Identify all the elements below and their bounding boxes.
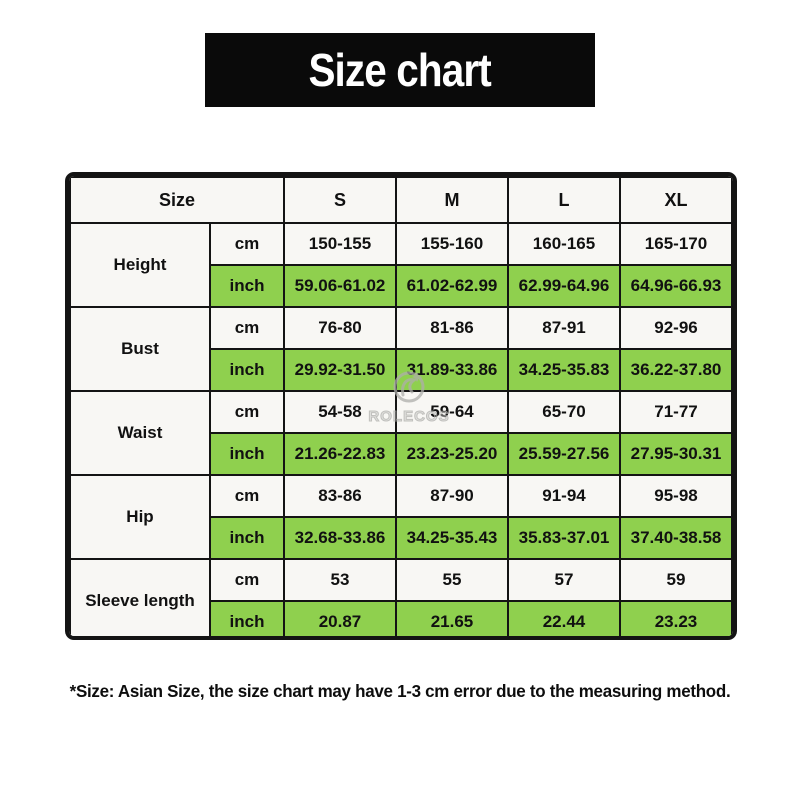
cell-sleeve-length-inch-xl: 23.23 xyxy=(619,600,733,636)
cell-waist-inch-l: 25.59-27.56 xyxy=(507,432,621,476)
unit-inch-label: inch xyxy=(209,348,285,392)
measurement-label-sleeve-length: Sleeve length xyxy=(69,558,211,636)
cell-hip-inch-l: 35.83-37.01 xyxy=(507,516,621,560)
cell-hip-inch-s: 32.68-33.86 xyxy=(283,516,397,560)
cell-sleeve-length-cm-xl: 59 xyxy=(619,558,733,602)
cell-hip-inch-m: 34.25-35.43 xyxy=(395,516,509,560)
cell-bust-inch-l: 34.25-35.83 xyxy=(507,348,621,392)
cell-bust-cm-l: 87-91 xyxy=(507,306,621,350)
measurement-label-hip: Hip xyxy=(69,474,211,560)
unit-cm-label: cm xyxy=(209,306,285,350)
cell-sleeve-length-cm-s: 53 xyxy=(283,558,397,602)
measurement-label-height: Height xyxy=(69,222,211,308)
cell-bust-cm-m: 81-86 xyxy=(395,306,509,350)
size-table-head: Size S M L XL xyxy=(69,176,733,224)
cell-height-inch-m: 61.02-62.99 xyxy=(395,264,509,308)
unit-cm-label: cm xyxy=(209,222,285,266)
measurement-label-bust: Bust xyxy=(69,306,211,392)
row-hip-inch: inch 32.68-33.86 34.25-35.43 35.83-37.01 37.… xyxy=(70,516,733,560)
cell-height-inch-l: 62.99-64.96 xyxy=(507,264,621,308)
unit-inch-label: inch xyxy=(209,432,285,476)
cell-waist-inch-s: 21.26-22.83 xyxy=(283,432,397,476)
row-height-inch: inch 59.06-61.02 61.02-62.99 62.99-64.96 64.… xyxy=(70,264,733,308)
unit-cm-label: cm xyxy=(209,474,285,518)
cell-waist-cm-l: 65-70 xyxy=(507,390,621,434)
row-sleeve-length-cm: Sleeve length cm 53 55 57 59 xyxy=(69,558,733,636)
cell-height-cm-m: 155-160 xyxy=(395,222,509,266)
page-title: Size chart xyxy=(308,44,492,96)
row-waist-inch: inch 21.26-22.83 23.23-25.20 25.59-27.56 27.… xyxy=(70,432,733,476)
cell-height-cm-xl: 165-170 xyxy=(619,222,733,266)
header-size-m: M xyxy=(395,176,509,224)
size-table-container: Size S M L XL Height cm 150-155 155-160 160-165 1… xyxy=(65,172,737,640)
cell-hip-cm-xl: 95-98 xyxy=(619,474,733,518)
unit-cm-label: cm xyxy=(209,558,285,602)
cell-height-inch-xl: 64.96-66.93 xyxy=(619,264,733,308)
unit-inch-label: inch xyxy=(209,264,285,308)
unit-inch-label: inch xyxy=(209,516,285,560)
cell-bust-inch-m: 31.89-33.86 xyxy=(395,348,509,392)
header-size-l: L xyxy=(507,176,621,224)
cell-waist-cm-s: 54-58 xyxy=(283,390,397,434)
header-size-s: S xyxy=(283,176,397,224)
cell-sleeve-length-inch-s: 20.87 xyxy=(283,600,397,636)
row-height-cm: Height cm 150-155 155-160 160-165 165-170 xyxy=(69,222,733,308)
title-banner: Size chart xyxy=(205,33,595,107)
row-bust-cm: Bust cm 76-80 81-86 87-91 92-96 xyxy=(69,306,733,392)
cell-bust-inch-s: 29.92-31.50 xyxy=(283,348,397,392)
row-waist-cm: Waist cm 54-58 59-64 65-70 71-77 xyxy=(69,390,733,476)
cell-hip-cm-l: 91-94 xyxy=(507,474,621,518)
cell-bust-cm-xl: 92-96 xyxy=(619,306,733,350)
cell-sleeve-length-inch-l: 22.44 xyxy=(507,600,621,636)
cell-bust-inch-xl: 36.22-37.80 xyxy=(619,348,733,392)
cell-sleeve-length-cm-m: 55 xyxy=(395,558,509,602)
row-hip-cm: Hip cm 83-86 87-90 91-94 95-98 xyxy=(69,474,733,560)
header-size-label: Size xyxy=(69,176,285,224)
cell-waist-inch-m: 23.23-25.20 xyxy=(395,432,509,476)
cell-waist-cm-m: 59-64 xyxy=(395,390,509,434)
unit-cm-label: cm xyxy=(209,390,285,434)
size-table-body: Height cm 150-155 155-160 160-165 165-170 inch… xyxy=(69,222,733,636)
header-size-xl: XL xyxy=(619,176,733,224)
cell-bust-cm-s: 76-80 xyxy=(283,306,397,350)
cell-height-cm-s: 150-155 xyxy=(283,222,397,266)
cell-hip-cm-m: 87-90 xyxy=(395,474,509,518)
unit-inch-label: inch xyxy=(209,600,285,636)
cell-hip-inch-xl: 37.40-38.58 xyxy=(619,516,733,560)
size-footnote: *Size: Asian Size, the size chart may ha… xyxy=(69,681,731,701)
cell-height-cm-l: 160-165 xyxy=(507,222,621,266)
cell-waist-cm-xl: 71-77 xyxy=(619,390,733,434)
cell-sleeve-length-cm-l: 57 xyxy=(507,558,621,602)
measurement-label-waist: Waist xyxy=(69,390,211,476)
cell-waist-inch-xl: 27.95-30.31 xyxy=(619,432,733,476)
cell-hip-cm-s: 83-86 xyxy=(283,474,397,518)
header-row: Size S M L XL xyxy=(69,176,733,224)
row-sleeve-length-inch: inch 20.87 21.65 22.44 23.23 xyxy=(70,600,733,636)
cell-sleeve-length-inch-m: 21.65 xyxy=(395,600,509,636)
cell-height-inch-s: 59.06-61.02 xyxy=(283,264,397,308)
size-table: Size S M L XL Height cm 150-155 155-160 160-165 1… xyxy=(69,176,733,636)
